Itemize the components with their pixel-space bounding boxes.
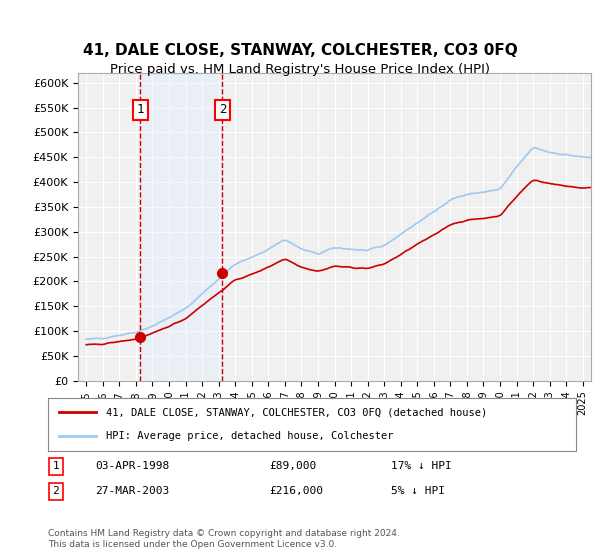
Text: 27-MAR-2003: 27-MAR-2003 <box>95 487 170 496</box>
Text: 5% ↓ HPI: 5% ↓ HPI <box>391 487 445 496</box>
Text: Price paid vs. HM Land Registry's House Price Index (HPI): Price paid vs. HM Land Registry's House … <box>110 63 490 77</box>
Text: 1: 1 <box>53 461 59 471</box>
Text: 17% ↓ HPI: 17% ↓ HPI <box>391 461 452 471</box>
Bar <box>140 73 223 381</box>
Text: £216,000: £216,000 <box>270 487 324 496</box>
Text: 2: 2 <box>219 103 226 116</box>
Text: 41, DALE CLOSE, STANWAY, COLCHESTER, CO3 0FQ (detached house): 41, DALE CLOSE, STANWAY, COLCHESTER, CO3… <box>106 408 487 418</box>
Text: £89,000: £89,000 <box>270 461 317 471</box>
Text: HPI: Average price, detached house, Colchester: HPI: Average price, detached house, Colc… <box>106 431 394 441</box>
Text: Contains HM Land Registry data © Crown copyright and database right 2024.
This d: Contains HM Land Registry data © Crown c… <box>48 529 400 549</box>
Text: 03-APR-1998: 03-APR-1998 <box>95 461 170 471</box>
Text: 2: 2 <box>53 487 59 496</box>
Text: 1: 1 <box>136 103 144 116</box>
Text: 41, DALE CLOSE, STANWAY, COLCHESTER, CO3 0FQ: 41, DALE CLOSE, STANWAY, COLCHESTER, CO3… <box>83 43 517 58</box>
